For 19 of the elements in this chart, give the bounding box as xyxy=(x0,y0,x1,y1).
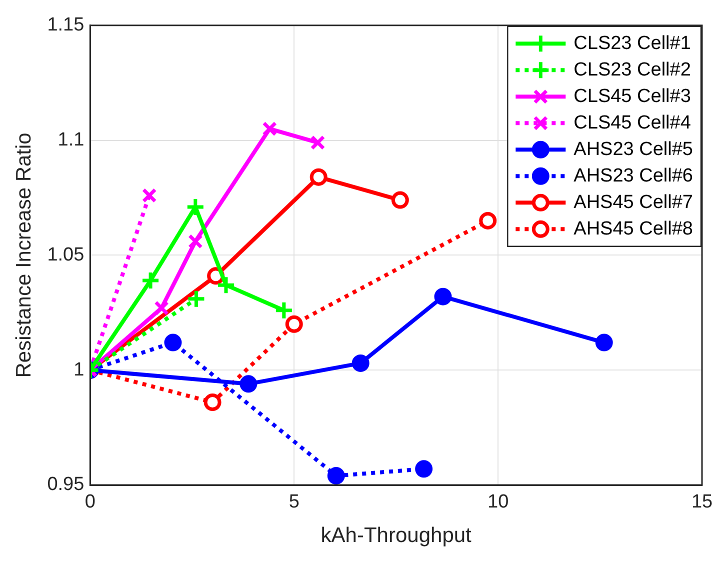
legend-label: CLS45 Cell#3 xyxy=(574,86,691,107)
y-tick-label: 1.1 xyxy=(58,130,84,151)
y-tick-label: 1.05 xyxy=(47,244,84,266)
y-tick-label: 1 xyxy=(74,359,84,380)
y-axis-title: Resistance Increase Ratio xyxy=(12,132,36,378)
legend-label: CLS45 Cell#4 xyxy=(574,112,692,134)
x-tick-label: 15 xyxy=(691,492,713,513)
x-tick-label: 10 xyxy=(487,492,509,513)
x-tick-label: 0 xyxy=(84,492,96,513)
x-tick-label: 5 xyxy=(288,492,300,513)
legend-label: AHS45 Cell#8 xyxy=(574,218,693,240)
legend-label: CLS23 Cell#2 xyxy=(574,59,691,80)
legend-label: AHS23 Cell#6 xyxy=(574,165,693,186)
x-axis-title: kAh-Throughput xyxy=(320,524,472,548)
legend-label: CLS23 Cell#1 xyxy=(574,32,691,54)
y-tick-label: 1.15 xyxy=(47,14,84,36)
y-tick-label: 0.95 xyxy=(47,474,84,496)
legend-label: AHS45 Cell#7 xyxy=(574,192,693,213)
legend-label: AHS23 Cell#5 xyxy=(574,138,693,160)
